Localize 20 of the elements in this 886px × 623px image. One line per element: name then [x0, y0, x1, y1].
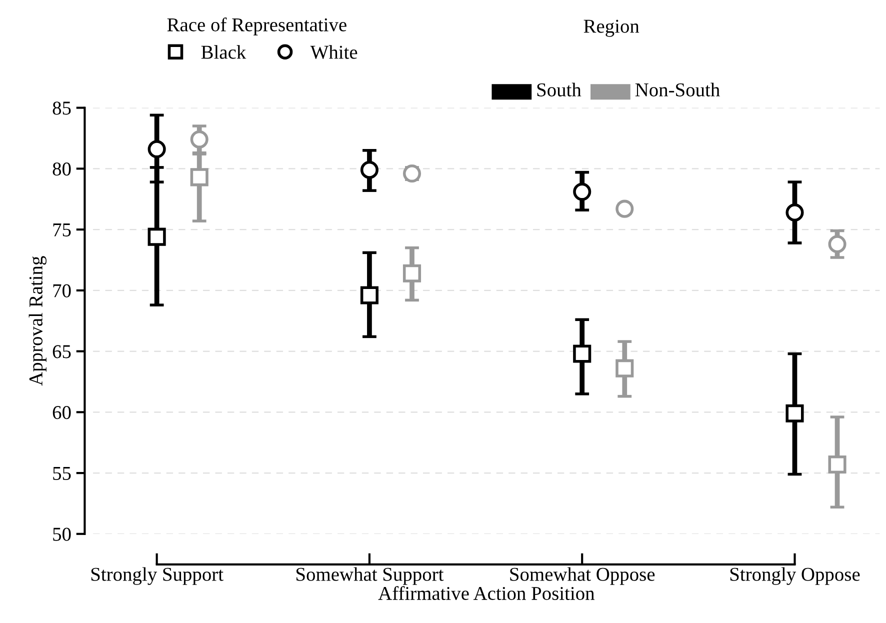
y-tick-label: 65 — [52, 345, 71, 358]
y-axis-title: Approval Rating — [28, 256, 46, 386]
legend-label: Black — [201, 45, 246, 59]
y-tick-label: 75 — [53, 224, 71, 236]
y-tick-label: 50 — [53, 528, 71, 541]
text: South — [537, 82, 582, 96]
y-tick-label: 55 — [53, 467, 71, 480]
text: Race of Representative — [167, 18, 346, 36]
x-axis-title: Affirmative Action Position — [378, 586, 595, 600]
x-tick-label: Somewhat Support — [296, 567, 444, 585]
x-tick-label: Somewhat Oppose — [510, 567, 655, 585]
y-tick-label: 60 — [52, 406, 71, 420]
y-tick-label: 70 — [53, 284, 71, 298]
text: Region — [584, 20, 640, 37]
y-tick-label: 80 — [52, 162, 71, 176]
text: Non-South — [635, 82, 720, 96]
x-tick-label: Strongly Oppose — [730, 567, 860, 585]
y-tick-label: 85 — [52, 102, 71, 115]
legend-label: White — [310, 45, 358, 59]
x-tick-label: Strongly Support — [91, 567, 224, 585]
